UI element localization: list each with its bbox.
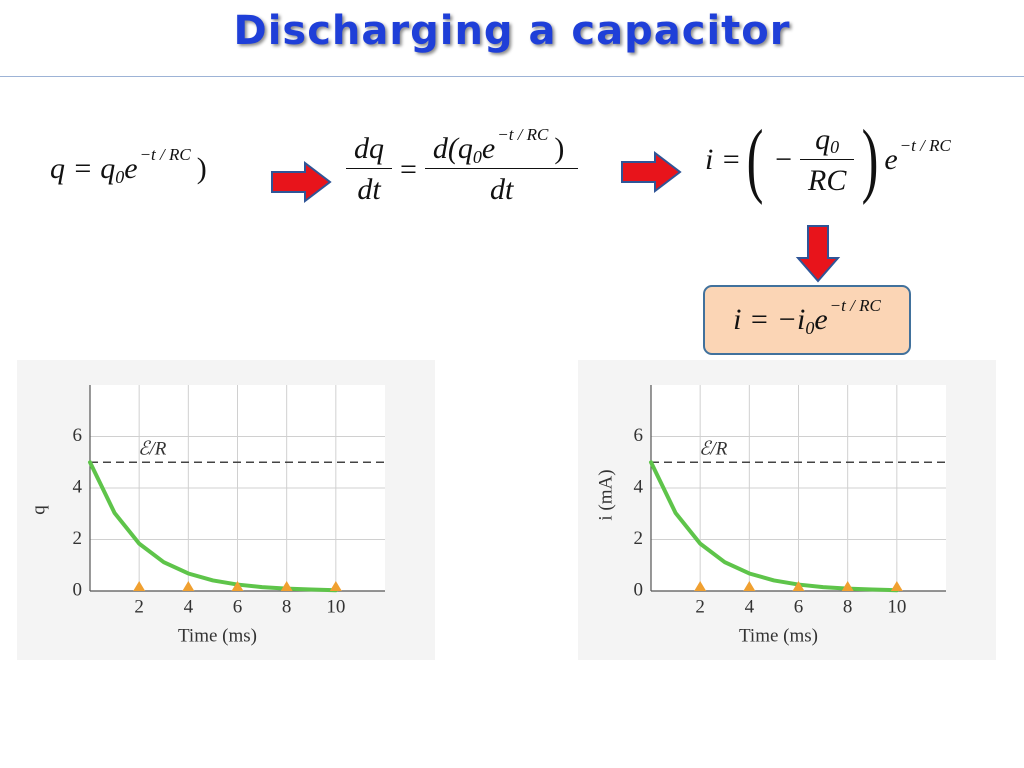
eq-text: q = q (50, 152, 116, 185)
eq-sub: 0 (830, 137, 840, 157)
fraction: d(q 0 e −t / RC) dt (424, 125, 579, 207)
x-tick-label: 2 (695, 596, 705, 617)
axis-marker (694, 581, 707, 591)
charge-equation: q = q 0 e −t / RC) (50, 145, 213, 187)
eq-sub: 0 (805, 317, 815, 338)
y-tick-label: 0 (634, 579, 644, 600)
eq-exp: −t / RC (829, 296, 881, 315)
eq-text: dt (424, 168, 579, 207)
x-tick-label: 2 (134, 596, 144, 617)
result-box: i = −i 0 e −t / RC (703, 285, 911, 355)
derivative-equation: dq dt = d(q 0 e −t / RC) dt (344, 125, 580, 207)
chart: 0 2 4 6 2 4 6 8 10 ℰ/R Time (ms) i (mA) (578, 360, 996, 660)
y-tick-label: 4 (73, 476, 83, 497)
chart: 0 2 4 6 2 4 6 8 10 ℰ/R Time (ms) q (17, 360, 435, 660)
eq-text: ) (554, 132, 565, 165)
y-tick-label: 0 (73, 579, 83, 600)
eq-text: = (400, 152, 417, 186)
eq-text: d(q (432, 132, 473, 165)
eq-text: e (814, 303, 828, 336)
x-tick-label: 6 (794, 596, 804, 617)
axis-marker (231, 581, 244, 591)
axis-marker (182, 581, 195, 591)
reference-label: ℰ/R (699, 439, 728, 460)
eq-exp: −t / RC (899, 136, 951, 155)
eq-exp: −t / RC (139, 145, 191, 164)
eq-text: i = (705, 143, 742, 176)
x-axis-label: Time (ms) (178, 625, 257, 646)
y-tick-label: 4 (634, 476, 644, 497)
eq-exp: −t / RC (497, 125, 549, 144)
x-tick-label: 4 (184, 596, 194, 617)
eq-text: dt (346, 168, 392, 207)
reference-label: ℰ/R (138, 439, 167, 460)
eq-paren: ( (746, 113, 764, 206)
x-tick-label: 4 (745, 596, 755, 617)
eq-sub: 0 (472, 146, 482, 167)
arrows (271, 150, 841, 283)
eq-text: ) (196, 152, 207, 185)
down-arrow (795, 225, 841, 283)
y-tick-label: 6 (73, 425, 83, 446)
eq-text: RC (800, 158, 855, 198)
fraction: dq dt (346, 132, 392, 207)
eq-text: i = −i (733, 303, 806, 336)
axis-marker (841, 581, 854, 591)
eq-text: e (481, 132, 496, 165)
y-axis-label: i (mA) (595, 469, 616, 520)
x-tick-label: 6 (233, 596, 243, 617)
result-equation: i = −i 0 e −t / RC (733, 296, 881, 338)
eq-sub: 0 (115, 166, 125, 187)
y-tick-label: 6 (634, 425, 644, 446)
axis-marker (792, 581, 805, 591)
right-arrow (271, 160, 332, 204)
title-rule (0, 76, 1024, 77)
eq-paren: ) (861, 113, 879, 206)
axis-marker (890, 581, 903, 591)
axis-marker (133, 581, 146, 591)
x-tick-label: 8 (843, 596, 853, 617)
y-axis-label: q (28, 505, 49, 515)
axis-marker (280, 581, 293, 591)
x-axis-label: Time (ms) (739, 625, 818, 646)
data-line (88, 460, 338, 593)
eq-text: e (884, 143, 898, 176)
fraction: q 0 RC (800, 123, 855, 198)
eq-text: e (124, 152, 138, 185)
data-line (649, 460, 899, 593)
eq-text: dq (354, 132, 384, 165)
x-tick-label: 8 (282, 596, 292, 617)
right-arrow (621, 150, 682, 194)
eq-text: − (775, 143, 792, 176)
axis-marker (743, 581, 756, 591)
eq-text: q (815, 122, 831, 156)
x-tick-label: 10 (326, 596, 345, 617)
eq-numerator: d(q 0 e −t / RC) (429, 125, 574, 168)
axis-marker (329, 581, 342, 591)
y-tick-label: 2 (634, 528, 644, 549)
x-tick-label: 10 (887, 596, 906, 617)
current-equation: i = ( − q 0 RC ) e −t / RC (705, 118, 951, 202)
y-tick-label: 2 (73, 528, 83, 549)
slide-title: Discharging a capacitor (233, 8, 791, 54)
